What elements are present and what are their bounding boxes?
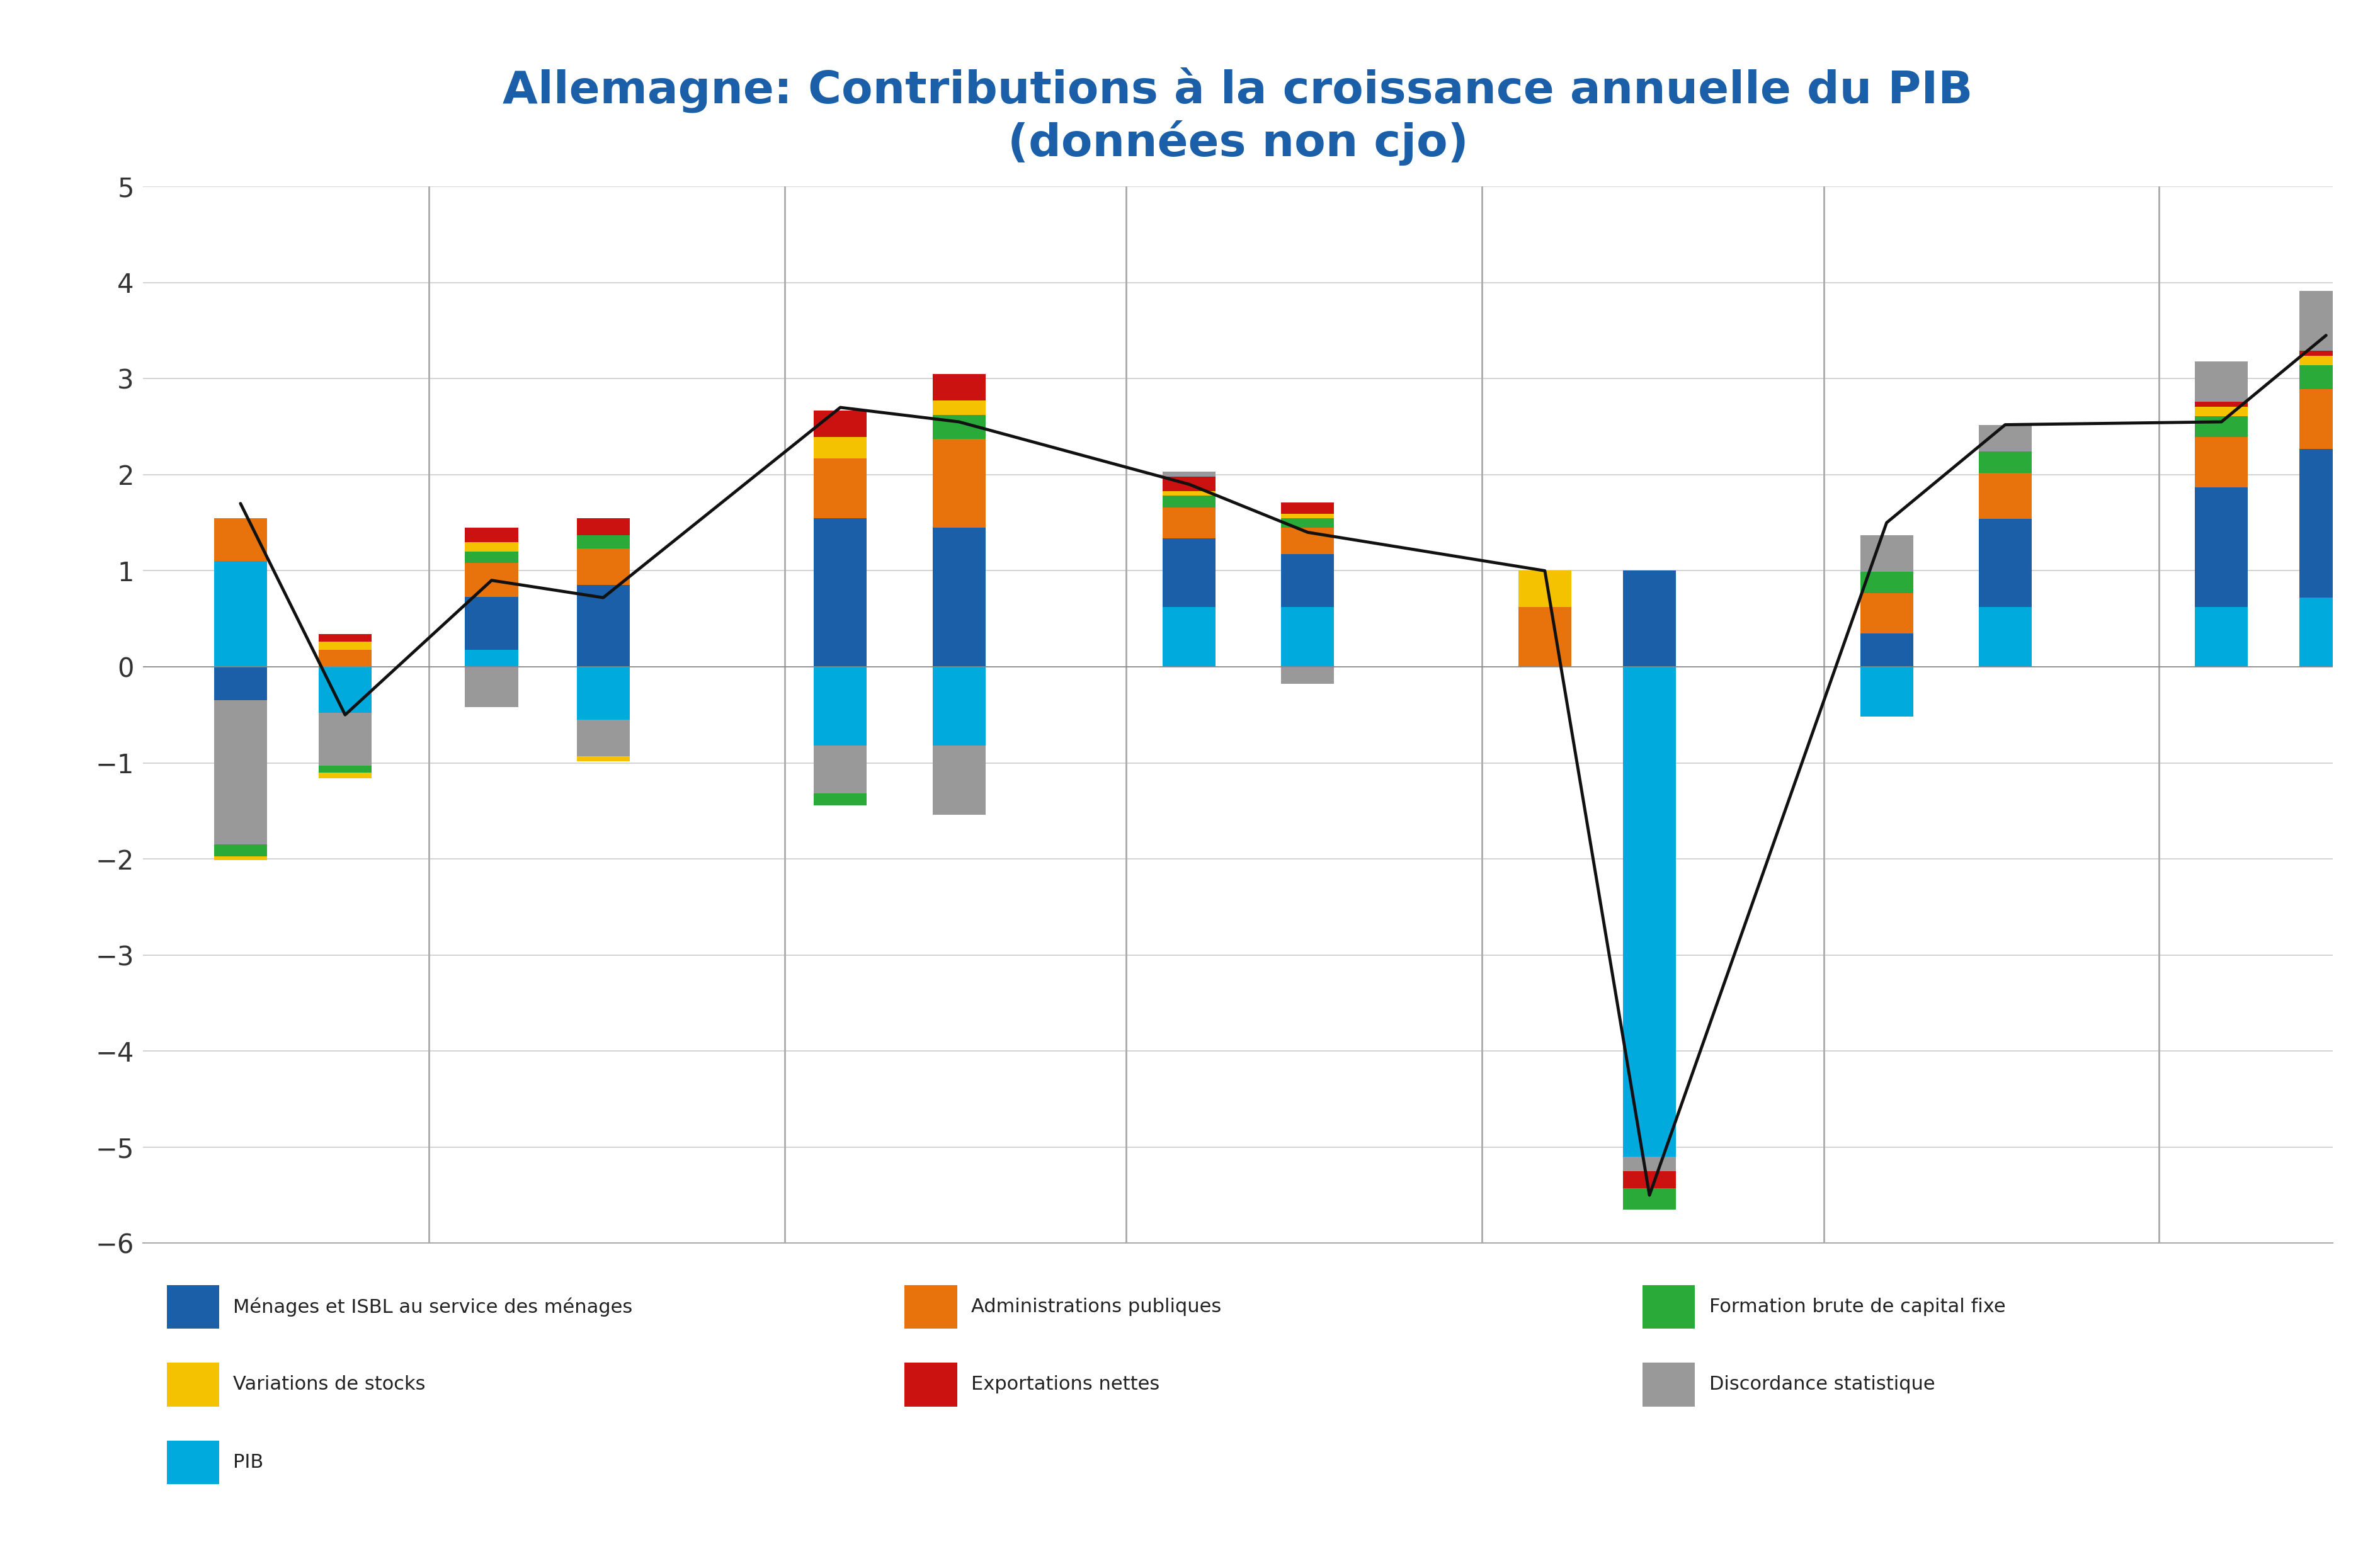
Text: Ménages et ISBL au service des ménages: Ménages et ISBL au service des ménages bbox=[233, 1298, 633, 1316]
Bar bbox=[1280, 517, 1333, 527]
Title: Allemagne: Contributions à la croissance annuelle du PIB
(données non cjo): Allemagne: Contributions à la croissance… bbox=[502, 67, 1973, 165]
Bar bbox=[933, 667, 985, 746]
Bar bbox=[464, 667, 519, 707]
Bar bbox=[576, 667, 631, 720]
Bar bbox=[1161, 507, 1216, 538]
Text: Discordance statistique: Discordance statistique bbox=[1709, 1375, 1935, 1394]
Bar bbox=[1859, 632, 1914, 667]
Bar bbox=[1623, 570, 1676, 667]
Text: Administrations publiques: Administrations publiques bbox=[971, 1298, 1221, 1316]
Bar bbox=[1623, 1156, 1676, 1172]
Bar bbox=[214, 701, 267, 844]
Bar bbox=[1859, 535, 1914, 572]
Bar bbox=[2194, 437, 2247, 486]
Bar bbox=[464, 527, 519, 542]
Bar bbox=[1623, 667, 1676, 1156]
Bar bbox=[933, 375, 985, 401]
Bar bbox=[2194, 362, 2247, 401]
Bar bbox=[1280, 514, 1333, 517]
Bar bbox=[1161, 496, 1216, 507]
Bar bbox=[2299, 365, 2351, 388]
Bar bbox=[814, 437, 866, 458]
Bar bbox=[1161, 491, 1216, 496]
Bar bbox=[1623, 1172, 1676, 1189]
Bar bbox=[319, 667, 371, 713]
Bar bbox=[2194, 486, 2247, 608]
Bar bbox=[814, 517, 866, 667]
Bar bbox=[2194, 401, 2247, 407]
Bar bbox=[1280, 527, 1333, 555]
Bar bbox=[576, 535, 631, 549]
Bar bbox=[933, 401, 985, 415]
Bar bbox=[933, 415, 985, 440]
Bar bbox=[933, 746, 985, 814]
Bar bbox=[814, 410, 866, 437]
Bar bbox=[214, 667, 267, 701]
Bar bbox=[814, 746, 866, 794]
Bar bbox=[464, 563, 519, 597]
Bar bbox=[814, 667, 866, 746]
Bar bbox=[1161, 608, 1216, 667]
Bar bbox=[2299, 388, 2351, 449]
Bar bbox=[1859, 667, 1914, 716]
Bar bbox=[214, 517, 267, 561]
Bar bbox=[2194, 608, 2247, 667]
Bar bbox=[1280, 555, 1333, 608]
Bar bbox=[1518, 570, 1571, 608]
Bar bbox=[464, 597, 519, 650]
Bar bbox=[933, 440, 985, 527]
Bar bbox=[2299, 449, 2351, 598]
Bar bbox=[319, 766, 371, 772]
Text: PIB: PIB bbox=[233, 1453, 264, 1472]
Bar bbox=[576, 586, 631, 667]
Bar bbox=[933, 527, 985, 667]
Bar bbox=[464, 542, 519, 552]
Bar bbox=[1978, 424, 2030, 452]
Bar bbox=[2299, 598, 2351, 667]
Bar bbox=[214, 561, 267, 667]
Bar bbox=[2194, 407, 2247, 416]
Bar bbox=[319, 772, 371, 779]
Bar bbox=[1280, 667, 1333, 684]
Bar bbox=[1978, 608, 2030, 667]
Bar bbox=[319, 650, 371, 667]
Bar bbox=[1978, 519, 2030, 608]
Bar bbox=[319, 642, 371, 650]
Text: Exportations nettes: Exportations nettes bbox=[971, 1375, 1159, 1394]
Bar bbox=[1161, 477, 1216, 491]
Bar bbox=[1859, 572, 1914, 592]
Bar bbox=[1161, 472, 1216, 477]
Bar bbox=[576, 549, 631, 586]
Bar bbox=[2299, 356, 2351, 365]
Bar bbox=[2299, 351, 2351, 356]
Bar bbox=[1518, 608, 1571, 667]
Bar bbox=[814, 794, 866, 805]
Bar bbox=[214, 844, 267, 856]
Bar bbox=[1978, 452, 2030, 472]
Bar bbox=[1623, 1189, 1676, 1209]
Bar bbox=[464, 650, 519, 667]
Bar bbox=[214, 856, 267, 859]
Text: Variations de stocks: Variations de stocks bbox=[233, 1375, 426, 1394]
Bar bbox=[464, 552, 519, 563]
Text: Formation brute de capital fixe: Formation brute de capital fixe bbox=[1709, 1298, 2006, 1316]
Bar bbox=[576, 757, 631, 761]
Bar bbox=[1859, 592, 1914, 632]
Bar bbox=[814, 458, 866, 517]
Bar bbox=[1978, 472, 2030, 519]
Bar bbox=[576, 517, 631, 535]
Bar bbox=[1280, 502, 1333, 514]
Bar bbox=[2299, 291, 2351, 351]
Bar bbox=[319, 713, 371, 766]
Bar bbox=[1161, 538, 1216, 608]
Bar bbox=[319, 634, 371, 642]
Bar bbox=[576, 720, 631, 757]
Bar bbox=[1280, 608, 1333, 667]
Bar bbox=[2194, 416, 2247, 437]
